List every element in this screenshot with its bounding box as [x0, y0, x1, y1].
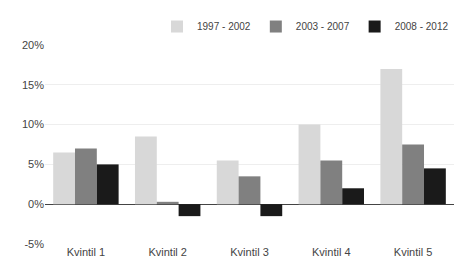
- svg-text:5%: 5%: [28, 158, 44, 170]
- svg-text:20%: 20%: [22, 39, 44, 51]
- svg-text:1997 - 2002: 1997 - 2002: [197, 21, 251, 32]
- svg-text:15%: 15%: [22, 79, 44, 91]
- svg-text:2003 - 2007: 2003 - 2007: [296, 21, 350, 32]
- svg-text:Kvintil 3: Kvintil 3: [230, 246, 269, 258]
- svg-text:2008 - 2012: 2008 - 2012: [395, 21, 449, 32]
- svg-text:Kvintil 2: Kvintil 2: [148, 246, 187, 258]
- svg-text:Kvintil 1: Kvintil 1: [67, 246, 106, 258]
- svg-text:-5%: -5%: [24, 238, 44, 250]
- svg-text:0%: 0%: [28, 198, 44, 210]
- svg-text:Kvintil 5: Kvintil 5: [394, 246, 433, 258]
- svg-text:10%: 10%: [22, 118, 44, 130]
- svg-text:Kvintil 4: Kvintil 4: [312, 246, 351, 258]
